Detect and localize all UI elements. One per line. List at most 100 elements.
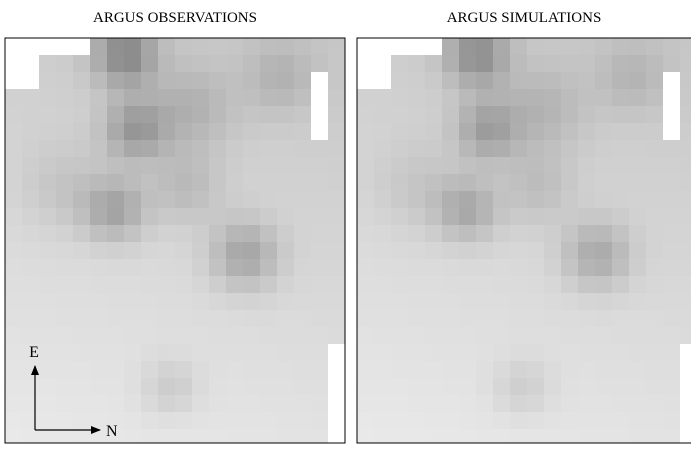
map-pixel (39, 395, 57, 413)
map-pixel (578, 310, 596, 328)
map-pixel (595, 157, 613, 175)
map-pixel (374, 89, 392, 107)
map-pixel (493, 191, 511, 209)
map-pixel (544, 208, 562, 226)
map-pixel (561, 191, 579, 209)
map-pixel (510, 106, 528, 124)
map-pixel (578, 395, 596, 413)
map-pixel (442, 327, 460, 345)
map-pixel (374, 242, 392, 260)
map-pixel (663, 378, 681, 396)
map-pixel (357, 310, 375, 328)
map-pixel (544, 276, 562, 294)
map-pixel (5, 412, 23, 430)
map-pixel (328, 38, 345, 56)
map-pixel (243, 327, 261, 345)
map-pixel (141, 378, 159, 396)
map-pixel (561, 72, 579, 90)
map-pixel (277, 123, 295, 141)
map-pixel (374, 208, 392, 226)
map-pixel (90, 276, 108, 294)
map-pixel (328, 412, 345, 430)
map-pixel (158, 89, 176, 107)
map-pixel (646, 72, 664, 90)
map-pixel (277, 72, 295, 90)
map-pixel (493, 89, 511, 107)
map-pixel (294, 361, 312, 379)
map-pixel (646, 293, 664, 311)
map-pixel (294, 395, 312, 413)
map-pixel (124, 293, 142, 311)
map-pixel (391, 242, 409, 260)
panel-frame (356, 37, 691, 444)
map-pixel (107, 276, 125, 294)
map-pixel (476, 38, 494, 56)
map-pixel (527, 276, 545, 294)
map-pixel (527, 310, 545, 328)
map-pixel (260, 395, 278, 413)
map-pixel (459, 259, 477, 277)
map-pixel (294, 225, 312, 243)
map-pixel (374, 225, 392, 243)
map-pixel (544, 242, 562, 260)
map-pixel (442, 89, 460, 107)
map-pixel (629, 208, 647, 226)
map-pixel (663, 106, 681, 124)
map-pixel (124, 123, 142, 141)
map-pixel (192, 208, 210, 226)
map-pixel (73, 72, 91, 90)
map-pixel (357, 123, 375, 141)
map-pixel (391, 276, 409, 294)
map-pixel (561, 378, 579, 396)
map-pixel (226, 242, 244, 260)
map-pixel (680, 327, 691, 345)
map-pixel (357, 259, 375, 277)
map-pixel (175, 361, 193, 379)
map-pixel (124, 259, 142, 277)
map-pixel (442, 225, 460, 243)
map-pixel (561, 157, 579, 175)
map-pixel (510, 378, 528, 396)
map-pixel (209, 276, 227, 294)
map-pixel (408, 327, 426, 345)
map-pixel (107, 412, 125, 430)
map-pixel (425, 38, 443, 56)
map-pixel (493, 327, 511, 345)
map-pixel (629, 191, 647, 209)
map-pixel (544, 344, 562, 362)
map-pixel (646, 208, 664, 226)
map-pixel (663, 72, 681, 90)
map-pixel (328, 174, 345, 192)
map-pixel (328, 293, 345, 311)
map-pixel (175, 429, 193, 443)
map-pixel (510, 344, 528, 362)
map-pixel (260, 208, 278, 226)
map-pixel (141, 361, 159, 379)
map-pixel (158, 293, 176, 311)
map-pixel (5, 89, 23, 107)
map-pixel (90, 89, 108, 107)
map-pixel (391, 259, 409, 277)
map-pixel (425, 310, 443, 328)
map-pixel (311, 293, 329, 311)
map-pixel (158, 327, 176, 345)
map-pixel (328, 191, 345, 209)
map-pixel (277, 293, 295, 311)
map-pixel (629, 38, 647, 56)
map-pixel (493, 123, 511, 141)
map-pixel (578, 38, 596, 56)
map-pixel (277, 140, 295, 158)
simulation-map (357, 38, 691, 443)
map-pixel (374, 276, 392, 294)
map-pixel (107, 191, 125, 209)
map-pixel (73, 378, 91, 396)
map-pixel (192, 140, 210, 158)
map-pixel (646, 55, 664, 73)
map-pixel (612, 157, 630, 175)
map-pixel (209, 225, 227, 243)
map-pixel (527, 242, 545, 260)
map-pixel (141, 395, 159, 413)
map-pixel (527, 106, 545, 124)
map-pixel (595, 310, 613, 328)
map-pixel (22, 123, 40, 141)
